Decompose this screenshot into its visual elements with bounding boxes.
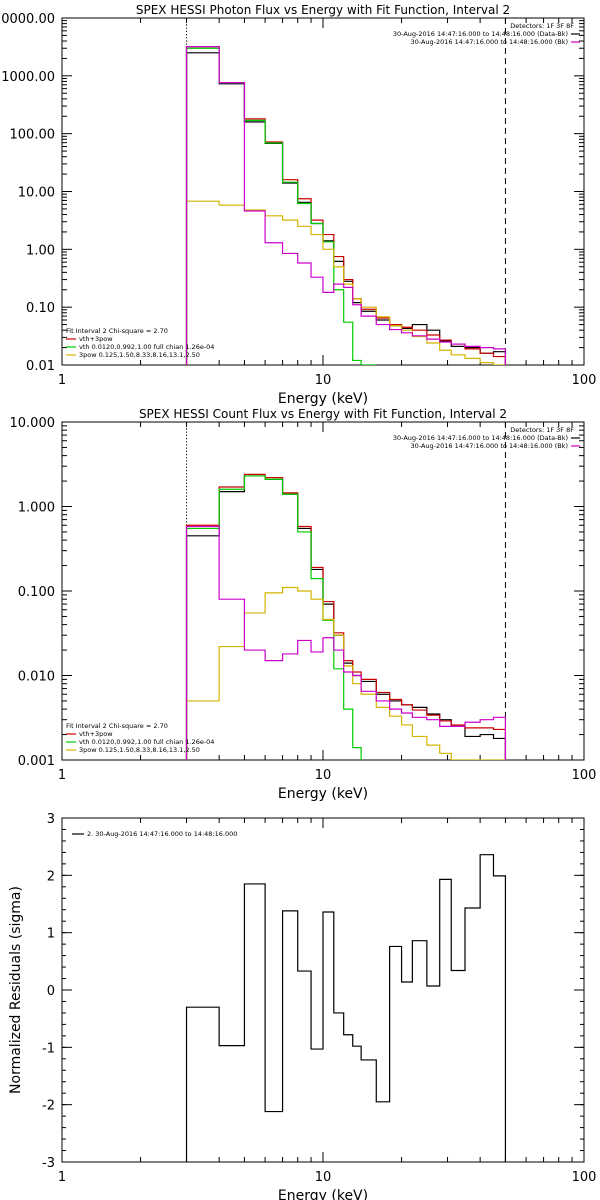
y-tick-label: 10.000 xyxy=(10,416,56,431)
fit-legend-label: vth 0.0120,0.992,1.00 full chian 1.26e-0… xyxy=(79,343,214,351)
legend-entry-label: 30-Aug-2016 14:47:16.000 to 14:48:16.000… xyxy=(411,442,568,450)
series-line-1 xyxy=(185,475,507,760)
y-tick-label: -2 xyxy=(42,1099,55,1114)
plot-data-area xyxy=(185,473,507,760)
y-tick-label: 0 xyxy=(47,984,55,999)
y-tick-label: 1.000 xyxy=(18,501,55,516)
legend-entry-label: 30-Aug-2016 14:47:16.000 to 14:48:16.000… xyxy=(411,38,568,46)
legend-entry-label: 30-Aug-2016 14:47:16.000 to 14:48:16.000… xyxy=(393,434,568,442)
x-tick-label: 10 xyxy=(315,1170,332,1185)
y-tick-label: 10.00 xyxy=(18,186,55,201)
chart-title: SPEX HESSI Count Flux vs Energy with Fit… xyxy=(139,407,507,421)
y-tick-label: 0.010 xyxy=(18,670,55,685)
y-tick-label: 1000.00 xyxy=(1,70,55,85)
y-tick-label: 10000.00 xyxy=(0,12,55,27)
y-tick-label: 3 xyxy=(47,812,55,827)
x-tick-label: 10 xyxy=(315,768,332,783)
legend-header: Detectors: 1F 3F 8F xyxy=(510,22,574,30)
fit-legend-header: Fit Interval 2 Chi-square = 2.70 xyxy=(66,327,168,335)
series-line-3 xyxy=(185,47,377,365)
fit-legend-label: 3pow 0.125,1.50,8.33,8.16,13.1,2.50 xyxy=(79,746,200,754)
x-tick-label: 1 xyxy=(58,1170,66,1185)
y-tick-label: 2 xyxy=(47,869,55,884)
x-tick-label: 10 xyxy=(315,373,332,388)
legend-label: 2. 30-Aug-2016 14:47:16.000 to 14:48:16.… xyxy=(87,830,237,838)
series-line-5 xyxy=(185,46,507,365)
y-tick-label: 100.00 xyxy=(10,128,56,143)
y-tick-label: 0.001 xyxy=(18,754,55,769)
series-line-2 xyxy=(185,46,507,365)
x-axis-label: Energy (keV) xyxy=(278,1188,368,1200)
legend-header: Detectors: 1F 3F 8F xyxy=(510,426,574,434)
y-tick-label: 0.100 xyxy=(18,585,55,600)
fit-legend-header: Fit Interval 2 Chi-square = 2.70 xyxy=(66,722,168,730)
x-axis-label: Energy (keV) xyxy=(278,786,368,802)
x-axis-label: Energy (keV) xyxy=(278,391,368,407)
x-tick-label: 100 xyxy=(572,768,597,783)
series-line-2 xyxy=(185,473,507,760)
y-tick-label: 0.10 xyxy=(26,301,55,316)
x-tick-label: 1 xyxy=(58,768,66,783)
x-tick-label: 100 xyxy=(572,373,597,388)
series-line-1 xyxy=(185,52,507,365)
plot-data-area xyxy=(185,46,507,365)
series-line-1 xyxy=(185,854,507,1162)
x-tick-label: 100 xyxy=(572,1170,597,1185)
series-line-5 xyxy=(185,525,507,760)
series-line-4 xyxy=(185,200,506,365)
fit-legend-label: vth 0.0120,0.992,1.00 full chian 1.26e-0… xyxy=(79,738,214,746)
y-axis-label: Normalized Residuals (sigma) xyxy=(8,886,24,1094)
plot-data-area xyxy=(185,854,507,1162)
y-tick-label: -3 xyxy=(42,1156,55,1171)
series-line-4 xyxy=(185,586,506,760)
x-tick-label: 1 xyxy=(58,373,66,388)
chart-panel-1: SPEX HESSI Photon Flux vs Energy with Fi… xyxy=(0,3,596,407)
chart-panel-2: SPEX HESSI Count Flux vs Energy with Fit… xyxy=(10,407,597,802)
fit-legend-label: vth+3pow xyxy=(79,335,113,343)
y-tick-label: 0.01 xyxy=(26,359,55,374)
chart-title: SPEX HESSI Photon Flux vs Energy with Fi… xyxy=(136,3,510,17)
fit-legend-label: vth+3pow xyxy=(79,730,113,738)
y-tick-label: 1 xyxy=(47,927,55,942)
chart-panel-3: 1 10 100 -3 -2 -1 0 1 2 3 Energy (keV) Normalized R… xyxy=(8,812,596,1200)
series-line-3 xyxy=(185,475,362,760)
y-tick-label: -1 xyxy=(42,1041,55,1056)
y-tick-label: 1.00 xyxy=(26,243,55,258)
fit-legend-label: 3pow 0.125,1.50,8.33,8.16,13.1,2.50 xyxy=(79,351,200,359)
legend-entry-label: 30-Aug-2016 14:47:16.000 to 14:48:16.000… xyxy=(393,30,568,38)
